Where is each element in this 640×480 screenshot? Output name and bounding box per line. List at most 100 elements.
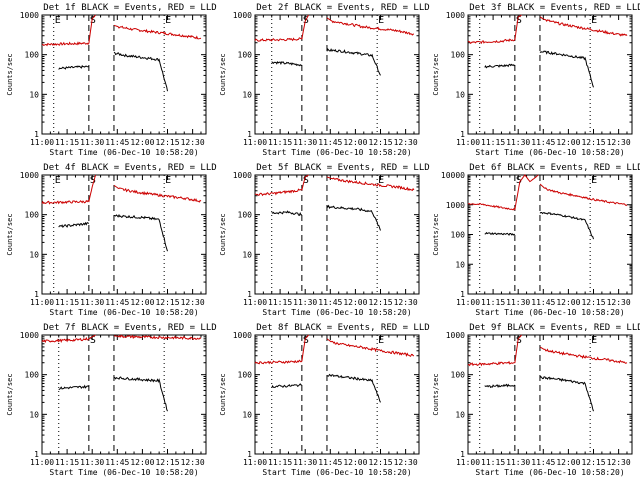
y-tick-label: 1 [460,290,465,299]
x-tick-label: 12:00 [343,138,367,147]
x-tick-label: 12:30 [181,298,205,307]
panel-det-7: Det 7f BLACK = Events, RED = LLD 1 10 100 10… [6,323,217,477]
x-axis-title: Start Time (06-Dec-10 10:58:20) [49,148,198,157]
x-tick-label: 11:30 [506,458,530,467]
lld-series-line [113,184,202,203]
x-tick-label: 11:00 [30,138,54,147]
x-tick-label: 12:00 [343,298,367,307]
time-marker-label: E [55,15,61,26]
plot-frame [467,14,633,135]
time-marker-label: S [516,335,522,346]
time-marker-label: E [591,15,597,26]
x-tick-label: 12:30 [394,298,418,307]
y-tick-label: 1000 [233,171,252,180]
y-tick-label: 1000 [20,171,39,180]
x-tick-label: 11:15 [481,458,505,467]
y-tick-label: 1 [247,450,252,459]
y-tick-label: 10 [242,410,252,419]
lld-series-line [41,14,96,47]
x-tick-label: 11:00 [456,138,480,147]
x-axis-title: Start Time (06-Dec-10 10:58:20) [475,468,624,477]
x-tick-label: 11:45 [531,138,555,147]
y-tick-label: 100 [451,51,466,60]
x-tick-label: 12:00 [556,298,580,307]
lld-series-line [113,24,202,40]
panel-title: Det 4f BLACK = Events, RED = LLD [43,163,216,173]
y-tick-label: 10 [29,90,39,99]
x-tick-label: 12:00 [130,458,154,467]
y-tick-label: 100 [25,51,40,60]
y-tick-label: 1000 [20,331,39,340]
time-marker-label: E [378,175,384,186]
lld-series-line [326,17,414,36]
x-tick-label: 11:00 [30,298,54,307]
y-tick-label: 10 [29,410,39,419]
x-tick-label: 11:30 [293,138,317,147]
y-tick-label: 1000 [446,331,465,340]
x-tick-label: 11:15 [268,458,292,467]
y-tick-label: 1 [460,450,465,459]
y-tick-label: 1000 [233,331,252,340]
lld-series-line [539,16,628,37]
x-tick-label: 12:00 [556,138,580,147]
y-axis-title: Counts/sec [432,373,440,415]
panel-title: Det 6f BLACK = Events, RED = LLD [469,163,640,173]
panel-det-3: Det 3f BLACK = Events, RED = LLD 1 10 100 10… [432,3,640,157]
panel-det-4: Det 4f BLACK = Events, RED = LLD 1 10 100 10… [6,163,217,317]
events-series-line [539,375,594,412]
x-tick-label: 11:00 [243,458,267,467]
events-series-line [58,64,90,70]
time-marker-label: S [516,175,522,186]
y-tick-label: 10 [242,250,252,259]
y-tick-label: 1 [247,290,252,299]
x-tick-label: 11:00 [456,298,480,307]
x-tick-label: 12:30 [607,298,631,307]
x-tick-label: 12:15 [581,138,605,147]
y-axis-title: Counts/sec [6,53,14,95]
x-tick-label: 11:15 [268,138,292,147]
y-tick-label: 1 [34,130,39,139]
x-tick-label: 11:30 [80,298,104,307]
x-tick-label: 11:30 [293,458,317,467]
y-tick-label: 100 [451,371,466,380]
events-series-line [58,384,90,390]
x-tick-label: 11:15 [55,458,79,467]
x-tick-label: 12:00 [130,138,154,147]
y-tick-label: 1 [247,130,252,139]
time-marker-label: E [378,335,384,346]
y-axis-title: Counts/sec [219,213,227,255]
x-tick-label: 11:30 [506,298,530,307]
panel-det-5: Det 5f BLACK = Events, RED = LLD 1 10 100 10… [219,163,430,317]
y-tick-label: 1 [34,290,39,299]
x-tick-label: 11:15 [268,298,292,307]
x-tick-label: 11:15 [55,298,79,307]
plot-frame [41,14,207,135]
plot-frame [254,14,420,135]
events-series-line [113,213,168,252]
x-tick-label: 12:00 [130,298,154,307]
plot-frame [467,334,633,455]
y-tick-label: 1000 [446,11,465,20]
x-tick-label: 12:15 [368,298,392,307]
x-tick-label: 11:30 [293,298,317,307]
y-tick-label: 10 [455,410,465,419]
lld-series-line [326,338,415,357]
x-tick-label: 12:30 [607,138,631,147]
x-axis-title: Start Time (06-Dec-10 10:58:20) [49,308,198,317]
y-tick-label: 100 [238,211,253,220]
x-tick-label: 11:00 [243,298,267,307]
panel-title: Det 8f BLACK = Events, RED = LLD [256,323,429,333]
plot-frame [254,174,420,295]
y-axis-title: Counts/sec [6,373,14,415]
lld-series-line [254,174,309,197]
lld-series-line [41,334,96,344]
events-series-line [539,50,594,88]
events-series-line [484,231,516,236]
events-series-line [58,221,90,228]
lld-series-line [539,183,628,207]
y-tick-label: 10000 [441,171,465,180]
y-tick-label: 1000 [233,11,252,20]
lld-series-line [467,14,522,45]
plot-frame [254,334,420,455]
